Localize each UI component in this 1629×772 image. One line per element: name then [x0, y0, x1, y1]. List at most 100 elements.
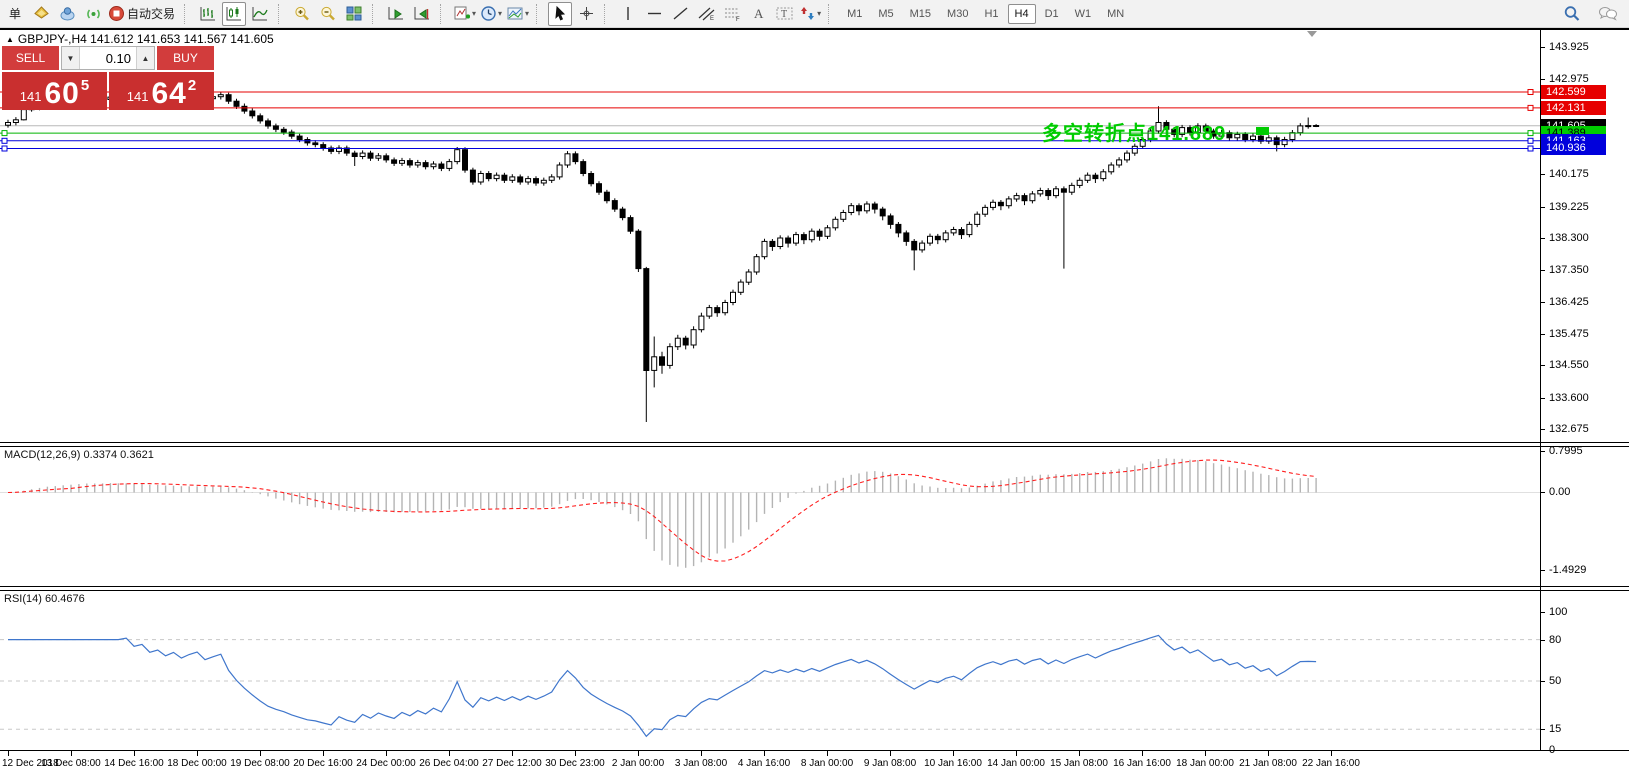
text-button[interactable]: A: [746, 2, 770, 26]
support-line-1[interactable]: [0, 137, 1540, 144]
timeframe-button-m5[interactable]: M5: [878, 7, 894, 20]
autotrading-button[interactable]: 自动交易: [107, 2, 178, 26]
line-chart-button[interactable]: [248, 2, 272, 26]
timeframe-button-h4[interactable]: H4: [1007, 3, 1036, 24]
time-tick: [575, 751, 576, 756]
candle: [485, 171, 492, 182]
cursor-button[interactable]: [548, 1, 573, 26]
pivot-marker[interactable]: [1256, 127, 1269, 135]
crosshair-button[interactable]: [574, 2, 598, 26]
channel-button[interactable]: E: [694, 2, 718, 26]
label-button[interactable]: T: [772, 2, 796, 26]
sell-button[interactable]: SELL: [2, 46, 59, 70]
price-axis-border: [1540, 30, 1541, 751]
candle: [1029, 191, 1036, 204]
time-tick: [638, 751, 639, 756]
price-chart-pane[interactable]: [0, 30, 1540, 443]
buy-button[interactable]: BUY: [157, 46, 214, 70]
fibonacci-button[interactable]: F: [720, 2, 744, 26]
candle: [1139, 136, 1146, 149]
axis-tick: [1540, 612, 1545, 613]
candle: [903, 230, 910, 246]
macd-pane-splitter[interactable]: [0, 442, 1629, 447]
indicators-button[interactable]: ▾: [452, 2, 477, 26]
time-tick: [134, 751, 135, 756]
resistance-line-1[interactable]: [0, 89, 1540, 95]
arrows-button[interactable]: ▾: [798, 2, 822, 26]
candle: [540, 177, 547, 186]
zoom-in-button[interactable]: [290, 2, 314, 26]
time-label: 3 Jan 08:00: [674, 758, 728, 769]
candle: [406, 158, 413, 168]
candle: [1013, 192, 1020, 202]
volume-input[interactable]: 0.10: [105, 50, 131, 66]
timeframe-button-m30[interactable]: M30: [947, 7, 969, 20]
volume-decrease-button[interactable]: ▼: [62, 47, 80, 69]
line-handle: [1527, 104, 1534, 111]
candle: [1155, 106, 1162, 134]
candle: [887, 213, 894, 229]
candle: [808, 228, 815, 243]
periods-button[interactable]: ▾: [479, 2, 503, 26]
volume-increase-button[interactable]: ▲: [136, 47, 154, 69]
rsi-pane-splitter[interactable]: [0, 586, 1629, 591]
price-scale[interactable]: 143.925 142.975 140.175 139.225 138.300 137.3…: [1540, 28, 1629, 772]
chart-shift-button[interactable]: [410, 2, 434, 26]
chevron-down-icon: ▾: [472, 9, 477, 18]
pivot-line[interactable]: [0, 130, 1540, 137]
tile-windows-button[interactable]: [342, 2, 366, 26]
price-tick-label: 138.300: [1549, 231, 1589, 244]
timeframe-button-m1[interactable]: M1: [847, 7, 863, 20]
time-tick: [1016, 751, 1017, 756]
support-line-2[interactable]: [0, 145, 1540, 152]
candle: [359, 150, 366, 160]
crosshair-icon: [578, 5, 595, 22]
new-order-button[interactable]: 单: [3, 2, 27, 26]
candle: [714, 305, 721, 317]
candle: [674, 334, 681, 350]
toolbar: 单 自动交易 ▾ ▾ ▾ E F A T ▾ M1 M5 M15 M30 H1 H4 D1 W1 MN: [0, 0, 1629, 28]
time-label: 14 Dec 16:00: [104, 758, 164, 769]
vertical-line-button[interactable]: [616, 2, 640, 26]
sell-price-button[interactable]: 141 60 5: [2, 72, 107, 110]
collapse-arrow-icon[interactable]: ▲: [6, 35, 14, 44]
indicators-icon: [453, 5, 471, 22]
candle: [856, 203, 862, 216]
zoom-out-button[interactable]: [316, 2, 340, 26]
trendline-button[interactable]: [668, 2, 692, 26]
pivot-annotation[interactable]: 多空转折点141.889: [1042, 123, 1227, 145]
candle: [454, 147, 461, 165]
candle: [706, 304, 713, 319]
metaeditor-button[interactable]: [29, 2, 53, 26]
candlestick-button[interactable]: [222, 1, 247, 26]
bar-chart-button[interactable]: [196, 2, 220, 26]
candle: [1297, 123, 1304, 136]
timeframe-button-m15[interactable]: M15: [909, 7, 932, 20]
time-tick: [449, 751, 450, 756]
horizontal-line-button[interactable]: [642, 2, 666, 26]
time-scale[interactable]: 12 Dec 2018 13 Dec 08:00 14 Dec 16:00 18 De…: [0, 751, 1540, 772]
chart-shift-marker[interactable]: [1307, 31, 1317, 37]
candle: [722, 299, 729, 316]
toolbar-separator: [536, 3, 543, 24]
rsi-tick-label: 100: [1549, 606, 1568, 618]
timeframe-button-d1[interactable]: D1: [1044, 7, 1059, 20]
template-icon: [506, 5, 524, 22]
rsi-indicator-pane[interactable]: [0, 591, 1540, 750]
templates-button[interactable]: ▾: [505, 2, 530, 26]
buy-price-button[interactable]: 141 64 2: [109, 72, 214, 110]
timeframe-button-h1[interactable]: H1: [984, 7, 999, 20]
timeframe-button-mn[interactable]: MN: [1107, 7, 1125, 20]
signals-button[interactable]: [81, 2, 105, 26]
chat-button[interactable]: [1596, 2, 1620, 26]
auto-scroll-button[interactable]: [384, 2, 408, 26]
timeframe-button-w1[interactable]: W1: [1074, 7, 1092, 20]
price-tick-label: 133.600: [1549, 391, 1589, 404]
macd-indicator-pane[interactable]: [0, 447, 1540, 587]
mql5-community-button[interactable]: [55, 2, 79, 26]
candle: [958, 227, 965, 239]
resistance-line-2[interactable]: [0, 104, 1540, 111]
search-button[interactable]: [1560, 2, 1584, 26]
time-tick: [701, 751, 702, 756]
candle: [1265, 135, 1272, 144]
